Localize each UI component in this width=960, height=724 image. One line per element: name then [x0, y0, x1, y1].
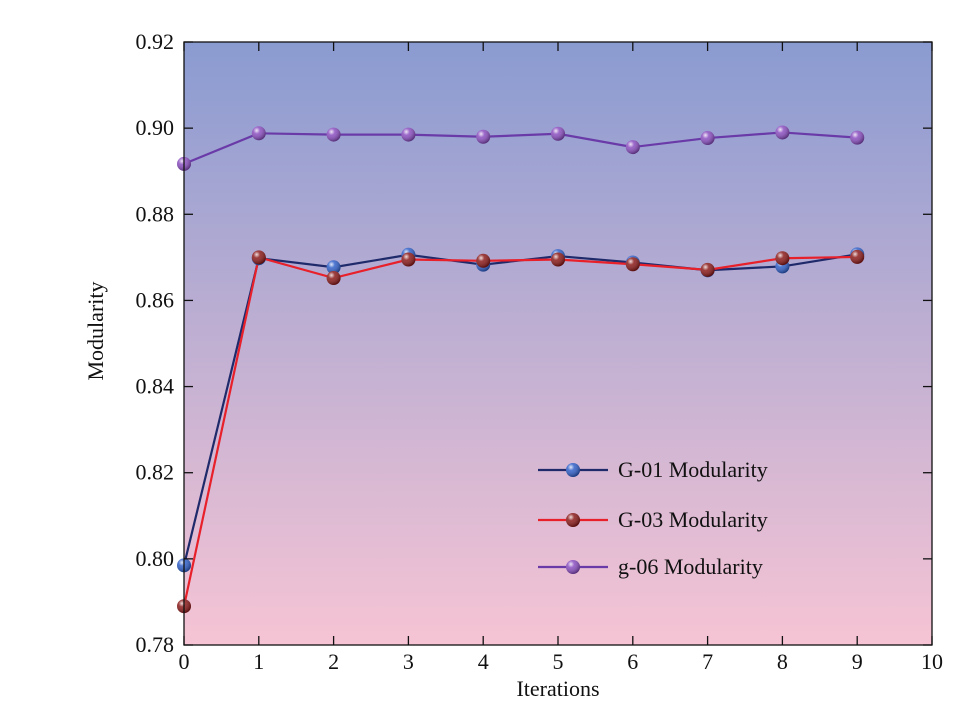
- data-point-series-2: [850, 249, 865, 264]
- y-tick-label: 0.86: [136, 287, 175, 312]
- data-point-series-3: [326, 127, 341, 142]
- x-tick-label: 3: [403, 649, 414, 674]
- ticks-layer: 0.78 0.80 0.82 0.84 0.86 0.88 0.90 0.92 0 1 2 3 4 5 6 7…: [136, 29, 944, 674]
- data-point-series-2: [401, 252, 416, 267]
- data-point-series-3: [401, 127, 416, 142]
- data-point-series-3: [551, 126, 565, 141]
- x-tick-label: 10: [921, 649, 943, 674]
- legend: G-01 Modularity G-03 Modularity g-06 Modul…: [538, 457, 768, 579]
- data-point-series-3: [476, 129, 491, 144]
- data-point-series-2: [251, 250, 266, 265]
- y-axis-title: Modularity: [83, 282, 108, 381]
- x-tick-label: 4: [478, 649, 489, 674]
- data-point-series-1: [326, 260, 341, 275]
- data-point-series-2: [476, 253, 491, 268]
- x-tick-label: 2: [328, 649, 339, 674]
- y-tick-label: 0.80: [136, 546, 175, 571]
- x-tick-label: 9: [852, 649, 863, 674]
- y-tick-label: 0.92: [136, 29, 175, 54]
- legend-marker: [566, 560, 580, 574]
- x-axis-title: Iterations: [516, 676, 599, 701]
- plot-background: [184, 42, 932, 645]
- legend-marker: [566, 463, 580, 477]
- x-tick-label: 1: [253, 649, 264, 674]
- x-tick-label: 6: [627, 649, 638, 674]
- y-tick-label: 0.84: [136, 374, 175, 399]
- data-point-series-3: [850, 130, 865, 145]
- legend-label: G-01 Modularity: [618, 457, 768, 482]
- y-tick-label: 0.88: [136, 201, 175, 226]
- legend-marker: [566, 513, 580, 527]
- y-tick-label: 0.90: [136, 115, 175, 140]
- y-tick-label: 0.78: [136, 632, 175, 657]
- data-point-series-3: [775, 125, 790, 140]
- legend-label: g-06 Modularity: [618, 554, 763, 579]
- data-point-series-2: [625, 257, 640, 272]
- x-tick-label: 5: [553, 649, 564, 674]
- data-point-series-2: [775, 251, 790, 266]
- x-tick-label: 0: [179, 649, 190, 674]
- series-line-3: [183, 131, 858, 165]
- data-point-series-3: [700, 131, 715, 146]
- data-point-series-2: [326, 271, 341, 286]
- x-tick-label: 7: [702, 649, 713, 674]
- legend-label: G-03 Modularity: [618, 507, 768, 532]
- x-tick-label: 8: [777, 649, 788, 674]
- data-point-series-2: [551, 252, 565, 267]
- data-point-series-3: [625, 140, 640, 155]
- data-point-series-3: [251, 126, 266, 141]
- y-tick-label: 0.82: [136, 460, 175, 485]
- data-point-series-2: [700, 262, 715, 277]
- series-line-2: [182, 255, 858, 607]
